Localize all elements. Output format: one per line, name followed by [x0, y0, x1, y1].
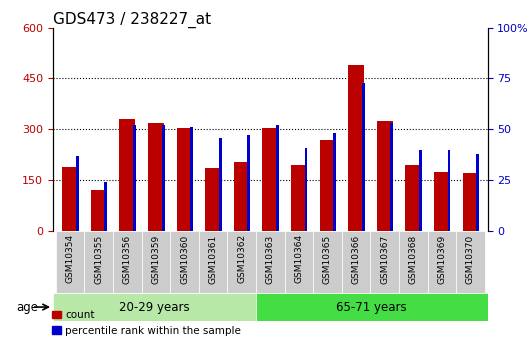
- Text: GSM10364: GSM10364: [294, 234, 303, 283]
- Bar: [91, 190, 107, 231]
- Text: GSM10356: GSM10356: [123, 234, 132, 284]
- Bar: [370, 231, 399, 293]
- Text: GSM10363: GSM10363: [266, 234, 275, 284]
- Text: GSM10361: GSM10361: [209, 234, 218, 284]
- Bar: [119, 119, 135, 231]
- Bar: [320, 139, 335, 231]
- Text: age: age: [16, 300, 38, 314]
- Bar: [199, 231, 227, 293]
- Bar: [248, 136, 250, 231]
- Bar: [285, 231, 313, 293]
- Text: 65-71 years: 65-71 years: [337, 300, 407, 314]
- Text: GSM10368: GSM10368: [409, 234, 418, 284]
- Bar: [256, 231, 285, 293]
- Bar: [262, 128, 278, 231]
- Text: GSM10369: GSM10369: [437, 234, 446, 284]
- Text: GSM10354: GSM10354: [66, 234, 75, 283]
- Bar: [419, 150, 422, 231]
- Bar: [170, 231, 199, 293]
- Bar: [348, 65, 364, 231]
- Bar: [205, 168, 221, 231]
- Bar: [456, 231, 485, 293]
- Bar: [63, 167, 78, 231]
- Bar: [219, 138, 222, 231]
- Bar: [56, 231, 84, 293]
- Bar: [399, 231, 428, 293]
- Text: 20-29 years: 20-29 years: [119, 300, 190, 314]
- Bar: [53, 293, 256, 321]
- Bar: [428, 231, 456, 293]
- Bar: [362, 82, 365, 231]
- Text: GSM10366: GSM10366: [351, 234, 360, 284]
- Bar: [447, 150, 450, 231]
- Bar: [256, 293, 488, 321]
- Bar: [305, 148, 307, 231]
- Bar: [476, 154, 479, 231]
- Text: GDS473 / 238227_at: GDS473 / 238227_at: [53, 11, 211, 28]
- Text: GSM10362: GSM10362: [237, 234, 246, 283]
- Bar: [405, 165, 421, 231]
- Text: GSM10355: GSM10355: [94, 234, 103, 284]
- Bar: [176, 128, 192, 231]
- Text: GSM10367: GSM10367: [380, 234, 389, 284]
- Bar: [148, 122, 164, 231]
- Bar: [104, 182, 107, 231]
- Bar: [133, 125, 136, 231]
- Bar: [333, 134, 336, 231]
- Bar: [291, 165, 307, 231]
- Text: GSM10360: GSM10360: [180, 234, 189, 284]
- Bar: [113, 231, 142, 293]
- Legend: count, percentile rank within the sample: count, percentile rank within the sample: [48, 306, 245, 340]
- Text: GSM10359: GSM10359: [152, 234, 161, 284]
- Bar: [463, 174, 478, 231]
- Bar: [227, 231, 256, 293]
- Bar: [142, 231, 170, 293]
- Bar: [313, 231, 342, 293]
- Bar: [76, 156, 79, 231]
- Bar: [342, 231, 370, 293]
- Bar: [377, 121, 393, 231]
- Bar: [234, 161, 250, 231]
- Text: GSM10365: GSM10365: [323, 234, 332, 284]
- Bar: [276, 125, 279, 231]
- Bar: [84, 231, 113, 293]
- Text: GSM10370: GSM10370: [466, 234, 475, 284]
- Bar: [434, 172, 450, 231]
- Bar: [190, 127, 193, 231]
- Bar: [391, 123, 393, 231]
- Bar: [162, 125, 164, 231]
